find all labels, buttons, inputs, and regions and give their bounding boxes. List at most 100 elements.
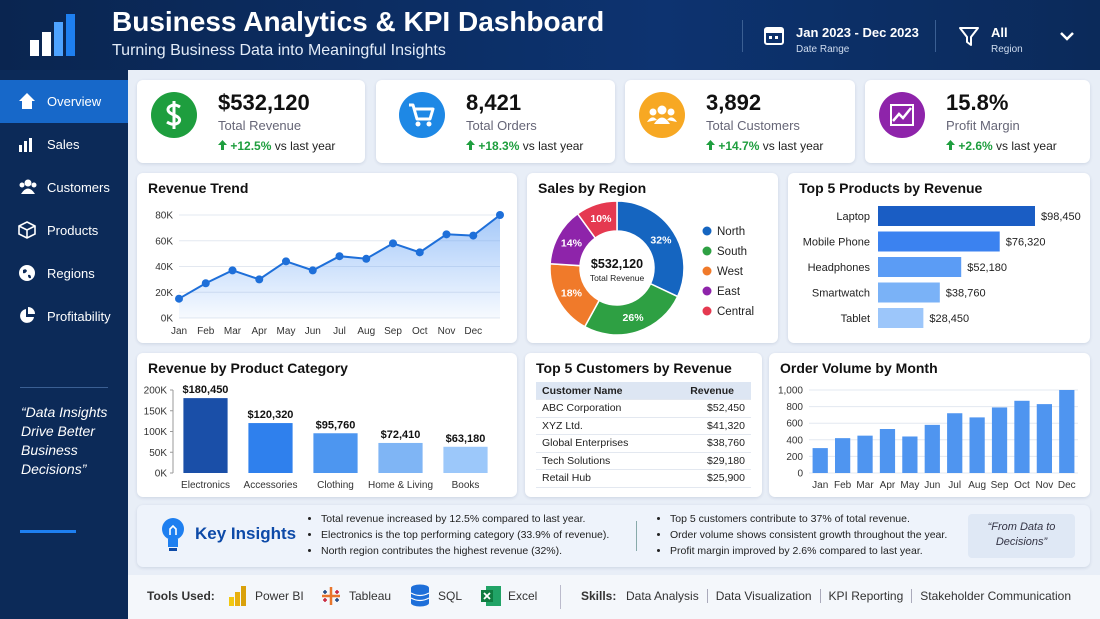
bar [443,446,488,473]
cell: Tech Solutions [536,452,674,470]
customers-table: Customer Name Revenue ABC Corporation $52,… [536,382,751,488]
kpi-value: 8,421 [466,90,522,115]
cell: ABC Corporation [536,399,674,418]
divider [560,585,561,609]
segment-label: 18% [561,288,583,300]
value-label: $120,320 [248,409,294,421]
point [415,248,424,257]
legend-label: East [717,286,741,298]
point [228,266,237,275]
chart-title: Revenue by Product Category [148,360,348,376]
x-tick-label: Dec [1058,480,1076,491]
value-label: $76,320 [1006,237,1046,249]
kpi-change: +12.5% vs last year [218,139,335,153]
cell: $38,760 [673,434,751,453]
x-tick-label: May [900,480,919,491]
skill: Stakeholder Communication [911,589,1079,603]
segment-label: 32% [650,235,672,247]
x-tick-label: Oct [412,326,428,337]
nav-icon [19,138,32,152]
bar [878,206,1035,226]
nav-item[interactable]: Regions [0,252,128,295]
kpi-change: +18.3% vs last year [466,139,583,153]
region-selector[interactable]: All Region [991,25,1023,55]
y-tick-label: 800 [786,402,803,413]
point [389,239,397,248]
kpi-label: Total Customers [706,118,800,133]
legend-swatch [702,306,712,316]
kpi-change: +14.7% vs last year [706,139,823,153]
nav-icon [19,179,37,194]
kpi-value: $532,120 [218,90,310,115]
point [469,231,478,240]
area [179,215,500,318]
point [201,279,210,288]
point [442,230,451,239]
legend-swatch [702,226,712,236]
footer: Tools Used: Power BI Tableau SQL Excel S… [128,575,1100,619]
x-tick-label: Home & Living [368,480,433,491]
bar [878,308,924,328]
x-tick-label: Mar [224,326,242,337]
up-arrow [946,140,955,150]
x-tick-label: Jul [333,326,346,337]
dropdown-chevron[interactable] [1059,30,1075,42]
y-tick-label: Laptop [836,211,870,223]
chart-card: Revenue by Product Category 0K 50K 100K 150… [137,353,517,497]
bar [1036,404,1052,473]
legend-label: West [717,266,744,278]
bar [1014,400,1030,473]
center-value: $532,120 [591,257,643,271]
chart-card: Revenue Trend 0K 20K 40K 60K 80K Jan Feb Mar Apr… [137,173,517,343]
nav-item[interactable]: Customers [0,166,128,209]
y-tick-label: 400 [786,435,803,446]
date-range-selector[interactable]: Jan 2023 - Dec 2023 Date Range [796,25,919,55]
title: Business Analytics & KPI Dashboard [112,6,605,37]
chart-title: Top 5 Products by Revenue [799,180,983,196]
subtitle: Turning Business Data into Meaningful In… [112,42,446,59]
nav-item[interactable]: Overview [0,80,128,123]
header: Business Analytics & KPI Dashboard Turni… [0,0,1100,70]
x-tick-label: Accessories [244,480,298,491]
bar [878,282,940,303]
nav-item[interactable]: Products [0,209,128,252]
kpi-note: vs last year [996,139,1057,153]
insight: Top 5 customers contribute to 37% of tot… [670,513,947,525]
x-tick-label: Jun [924,480,940,491]
nav-item[interactable]: Profitability [0,295,128,338]
x-tick-label: Oct [1014,480,1030,491]
table-header: Customer Name Revenue [536,382,751,400]
donut-segment [576,200,618,240]
y-tick-label: 20K [155,288,173,299]
logo [30,14,75,56]
kpi-change: +2.6% vs last year [946,139,1057,153]
kpi-change-value: +18.3% [478,139,520,153]
bar [378,442,423,473]
insights-quote: “From Data to Decisions” [968,514,1075,558]
line-chart: 0K 20K 40K 60K 80K Jan Feb Mar Apr May Jun Jul Aug Se… [155,211,504,337]
bar [835,438,851,473]
table-row: Retail Hub $25,900 [536,469,751,488]
legend-label: South [717,246,747,258]
nav-label: Customers [47,180,110,195]
tool: SQL [438,589,463,603]
x-tick-label: May [277,326,296,337]
x-tick-label: Jan [812,480,828,491]
value-label: $98,450 [1041,211,1081,223]
point [255,275,264,284]
table-title: Top 5 Customers by Revenue [536,360,732,376]
nav-item[interactable]: Sales [0,123,128,166]
up-arrow [218,140,227,150]
x-tick-label: Clothing [317,480,354,491]
y-tick-label: 50K [149,448,167,459]
point [335,252,344,261]
bulb-icon [162,518,184,551]
y-tick-label: 600 [786,419,803,430]
bar-chart: 0 200 400 600 800 1,000 Jan Feb Mar Apr May Jun Jul A… [778,386,1078,491]
kpi-note: vs last year [522,139,584,153]
bar [1059,390,1075,473]
chart-title: Sales by Region [538,180,647,196]
legend-swatch [702,286,712,296]
kpi-icon [399,92,445,138]
